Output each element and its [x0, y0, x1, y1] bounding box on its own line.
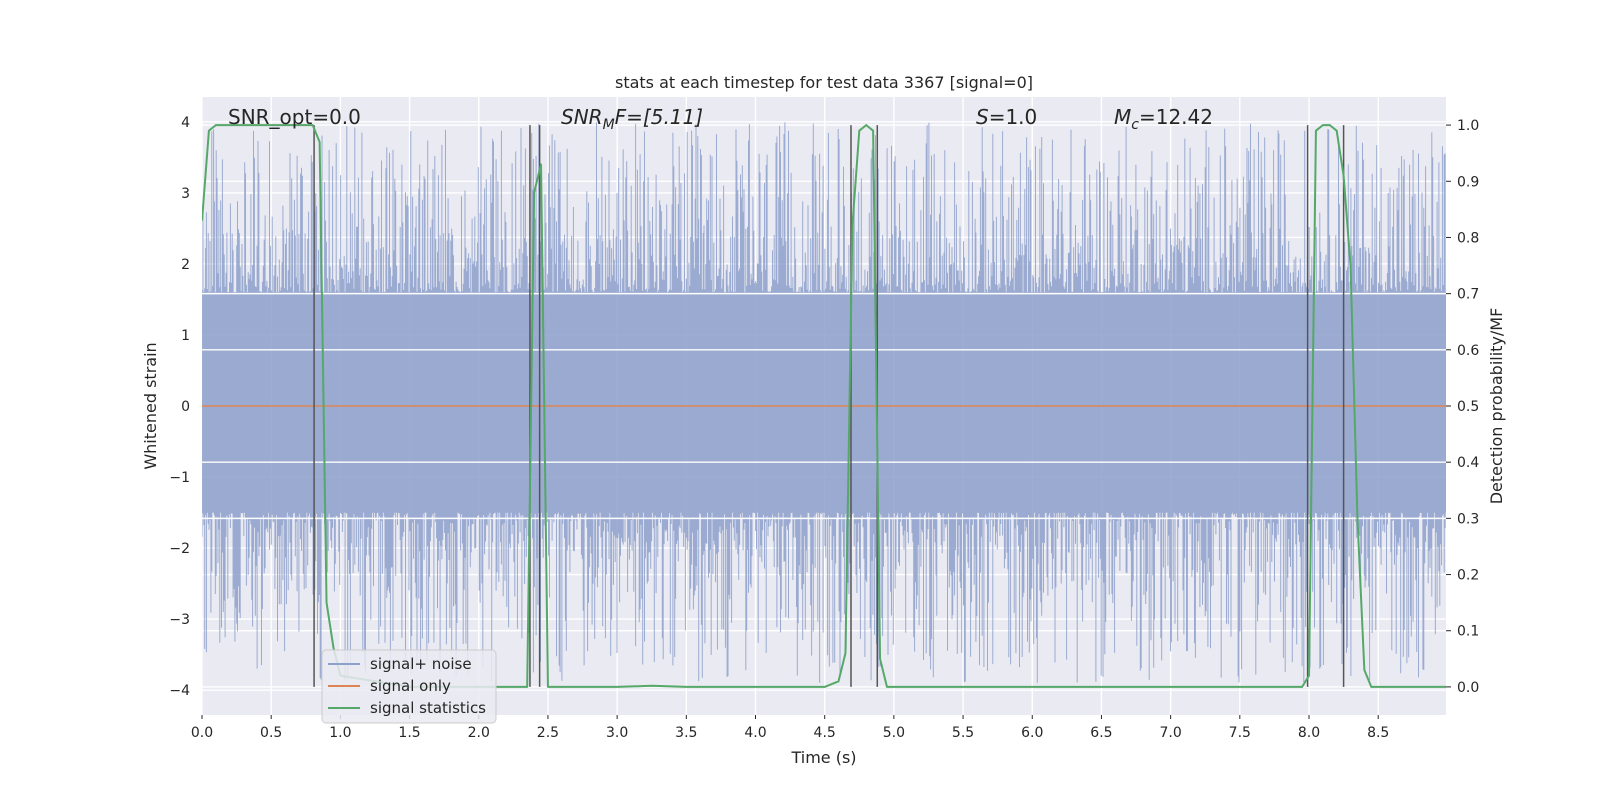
y-right-tick-label: 0.5: [1457, 399, 1479, 415]
annotation-mc-value: =12.42: [1139, 105, 1213, 129]
annotation-snr-opt: SNR_opt=0.0: [228, 105, 361, 129]
y-axis-label-left: Whitened strain: [141, 342, 160, 469]
annotation-snr-mf-symbol: SNR: [561, 105, 603, 129]
x-tick-label: 8.0: [1298, 725, 1320, 741]
annotation-s: S=1.0: [976, 105, 1037, 129]
x-tick-label: 1.0: [329, 725, 351, 741]
y-left-tick-label: 0: [181, 399, 190, 415]
y-left-tick-label: −1: [169, 470, 190, 486]
signal-noise-series: [202, 122, 1446, 683]
legend-label-signal-noise: signal+ noise: [370, 655, 472, 673]
data-layer: [202, 122, 1446, 688]
annotation-mc-symbol: M: [1114, 105, 1131, 129]
y-left-tick-label: 3: [181, 186, 190, 202]
y-right-tick-label: 0.9: [1457, 174, 1479, 190]
x-tick-label: 5.5: [952, 725, 974, 741]
annotation-s-value: =1.0: [989, 105, 1038, 129]
annotation-snr-mf: SNRMF=[5.11]: [561, 105, 703, 133]
x-tick-label: 4.5: [814, 725, 836, 741]
x-tick-label: 5.0: [883, 725, 905, 741]
y-left-tick-label: 2: [181, 257, 190, 273]
annotation-mc: Mc=12.42: [1114, 105, 1213, 133]
annotation-snr-mf-value: F=[5.11]: [615, 105, 703, 129]
legend-box: [321, 649, 497, 724]
y-right-tick-label: 0.6: [1457, 343, 1479, 359]
chart-title: stats at each timestep for test data 336…: [615, 73, 1033, 92]
annotation-snr-mf-subscript: M: [603, 117, 615, 133]
x-tick-label: 1.5: [398, 725, 420, 741]
y-right-tick-label: 0.7: [1457, 287, 1479, 303]
x-tick-label: 3.0: [606, 725, 628, 741]
annotation-mc-subscript: c: [1131, 117, 1139, 133]
y-right-tick-label: 0.0: [1457, 680, 1479, 696]
signal-statistics-line: [202, 124, 1446, 688]
x-tick-label: 6.0: [1021, 725, 1043, 741]
x-tick-label: 7.5: [1229, 725, 1251, 741]
y-left-tick-label: 4: [181, 115, 190, 131]
y-right-tick-label: 0.2: [1457, 568, 1479, 584]
y-axis-label-right: Detection probability/MF: [1487, 308, 1506, 505]
y-left-tick-label: −3: [169, 612, 190, 628]
x-tick-label: 2.5: [537, 725, 559, 741]
x-tick-label: 0.5: [260, 725, 282, 741]
y-left-tick-label: 1: [181, 328, 190, 344]
x-tick-label: 8.5: [1367, 725, 1389, 741]
y-right-tick-label: 0.3: [1457, 511, 1479, 527]
x-tick-label: 0.0: [191, 725, 213, 741]
legend-label-signal-only: signal only: [370, 677, 451, 695]
y-right-tick-label: 0.4: [1457, 455, 1479, 471]
annotations: SNR_opt=0.0 SNRMF=[5.11] S=1.0 Mc=12.42: [228, 105, 1213, 133]
x-tick-label: 4.0: [744, 725, 766, 741]
y-left-tick-label: −2: [169, 541, 190, 557]
x-tick-label: 7.0: [1159, 725, 1181, 741]
legend: signal+ noise signal only signal statist…: [321, 649, 497, 724]
axes-layer: 0.0 0.5 1.0 1.5 2.0 2.5 3.0 3.5 4.0 4.5 5.0 5.5 6.0 6…: [169, 115, 1479, 741]
x-tick-label: 6.5: [1090, 725, 1112, 741]
x-axis-label: Time (s): [790, 748, 856, 767]
y-right-tick-label: 1.0: [1457, 118, 1479, 134]
y-left-tick-label: −4: [169, 683, 190, 699]
y-right-tick-label: 0.1: [1457, 624, 1479, 640]
x-tick-label: 2.0: [468, 725, 490, 741]
legend-label-signal-statistics: signal statistics: [370, 699, 486, 717]
annotation-s-symbol: S: [976, 105, 989, 129]
y-right-tick-label: 0.8: [1457, 230, 1479, 246]
x-tick-label: 3.5: [675, 725, 697, 741]
